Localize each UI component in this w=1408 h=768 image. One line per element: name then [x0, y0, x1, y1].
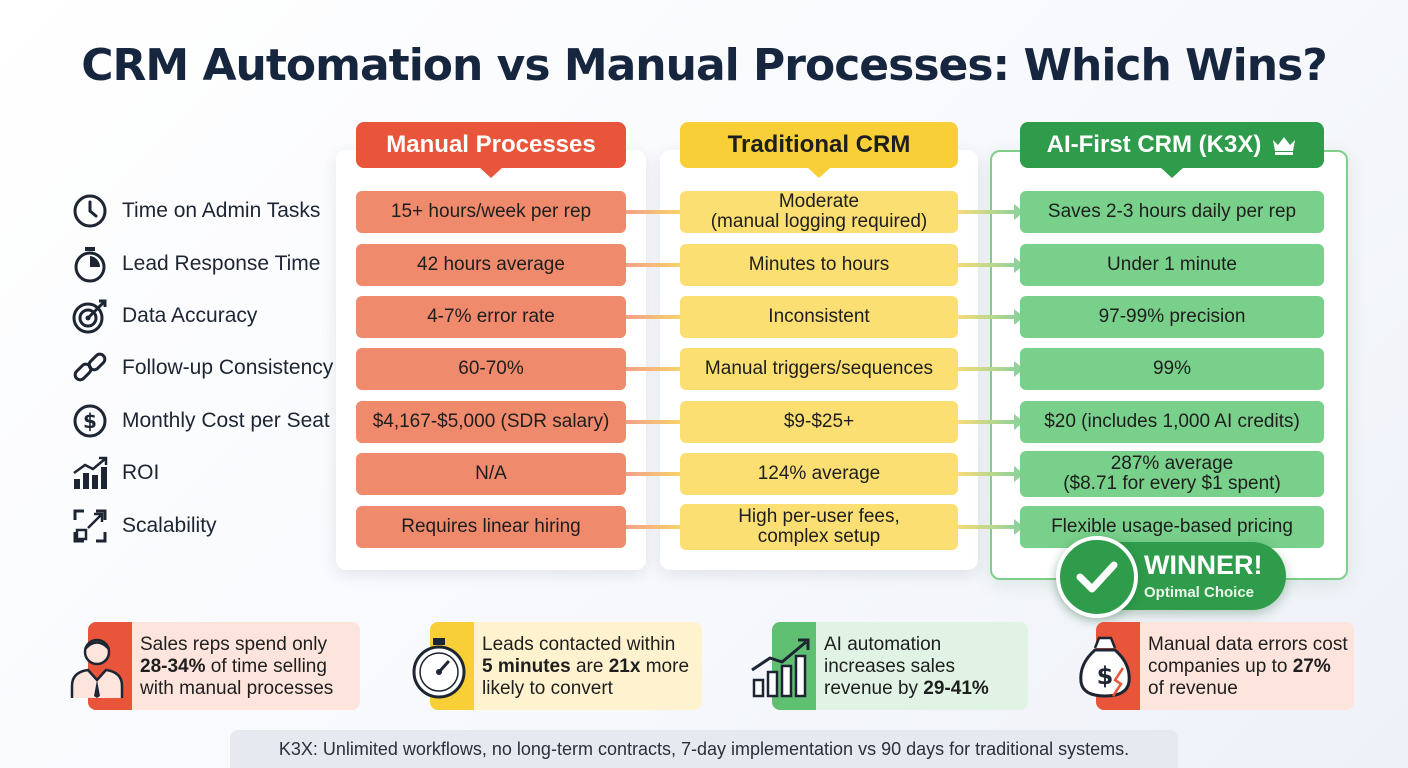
- cell-ai-cost: $20 (includes 1,000 AI credits): [1020, 401, 1324, 443]
- stat-text: Sales reps spend only 28-34% of time sel…: [140, 634, 334, 699]
- ai-column-title: AI-First CRM (K3X): [1046, 131, 1262, 158]
- row-label-text: Data Accuracy: [122, 304, 258, 327]
- winner-subtitle: Optimal Choice: [1144, 584, 1255, 601]
- bar-chart-icon: [70, 453, 110, 493]
- stopwatch-icon: [402, 630, 476, 704]
- stat-text: AI automation increases sales revenue by…: [824, 634, 989, 699]
- cell-manual-lead: 42 hours average: [356, 244, 626, 286]
- cell-traditional-followup: Manual triggers/sequences: [680, 348, 958, 390]
- arrow-connector: [626, 420, 680, 424]
- manual-column-header: Manual Processes: [356, 122, 626, 178]
- arrow-connector: [958, 519, 1024, 535]
- page-title: CRM Automation vs Manual Processes: Whic…: [81, 40, 1328, 91]
- arrow-connector: [626, 315, 680, 319]
- cell-ai-roi: 287% average ($8.71 for every $1 spent): [1020, 451, 1324, 497]
- row-label-monthly-cost: $ Monthly Cost per Seat: [70, 401, 330, 441]
- winner-badge: WINNER! Optimal Choice: [1056, 536, 1286, 618]
- target-icon: [70, 296, 110, 336]
- row-label-roi: ROI: [70, 453, 159, 493]
- arrow-connector: [958, 466, 1024, 482]
- growth-chart-icon: [744, 630, 818, 704]
- row-label-text: ROI: [122, 461, 160, 484]
- row-label-admin-tasks: Time on Admin Tasks: [70, 191, 320, 231]
- stat-text: Leads contacted within 5 minutes are 21x…: [482, 634, 690, 699]
- svg-text:$: $: [83, 409, 97, 433]
- dollar-icon: $: [70, 401, 110, 441]
- cell-manual-accuracy: 4-7% error rate: [356, 296, 626, 338]
- cell-manual-cost: $4,167-$5,000 (SDR salary): [356, 401, 626, 443]
- clock-icon: [70, 191, 110, 231]
- arrow-connector: [958, 361, 1024, 377]
- money-bag-icon: $: [1068, 630, 1142, 704]
- arrow-connector: [958, 309, 1024, 325]
- arrow-connector: [626, 525, 680, 529]
- cell-traditional-admin: Moderate (manual logging required): [680, 191, 958, 233]
- row-label-text: Scalability: [122, 514, 217, 537]
- stat-card-selling-time: Sales reps spend only 28-34% of time sel…: [70, 622, 360, 710]
- row-label-lead-response: Lead Response Time: [70, 244, 320, 284]
- cell-manual-admin: 15+ hours/week per rep: [356, 191, 626, 233]
- row-label-text: Follow-up Consistency: [122, 356, 334, 379]
- cell-ai-scalability: Flexible usage-based pricing: [1020, 506, 1324, 548]
- expand-icon: [70, 506, 110, 546]
- crown-icon: [1271, 134, 1297, 156]
- stopwatch-icon: [70, 244, 110, 284]
- arrow-connector: [626, 472, 680, 476]
- cell-ai-admin: Saves 2-3 hours daily per rep: [1020, 191, 1324, 233]
- cell-traditional-cost: $9-$25+: [680, 401, 958, 443]
- cell-traditional-roi: 124% average: [680, 453, 958, 495]
- checkmark-icon: [1056, 536, 1138, 618]
- winner-title: WINNER!: [1144, 550, 1263, 580]
- person-icon: [60, 630, 134, 704]
- cell-traditional-scalability: High per-user fees, complex setup: [680, 504, 958, 550]
- cell-traditional-accuracy: Inconsistent: [680, 296, 958, 338]
- arrow-connector: [958, 204, 1024, 220]
- stat-text: Manual data errors cost companies up to …: [1148, 634, 1348, 699]
- cell-ai-accuracy: 97-99% precision: [1020, 296, 1324, 338]
- link-icon: [70, 348, 110, 388]
- footer-note: K3X: Unlimited workflows, no long-term c…: [230, 730, 1178, 768]
- manual-column-title: Manual Processes: [386, 131, 596, 158]
- cell-ai-lead: Under 1 minute: [1020, 244, 1324, 286]
- stat-card-data-errors: $ Manual data errors cost companies up t…: [1079, 622, 1354, 710]
- traditional-column-title: Traditional CRM: [727, 131, 911, 158]
- cell-manual-roi: N/A: [356, 453, 626, 495]
- arrow-connector: [958, 257, 1024, 273]
- cell-ai-followup: 99%: [1020, 348, 1324, 390]
- arrow-connector: [626, 210, 680, 214]
- row-label-scalability: Scalability: [70, 506, 217, 546]
- row-label-data-accuracy: Data Accuracy: [70, 296, 257, 336]
- arrow-connector: [958, 414, 1024, 430]
- row-label-text: Monthly Cost per Seat: [122, 409, 330, 432]
- stat-card-revenue-growth: AI automation increases sales revenue by…: [751, 622, 1028, 710]
- cell-manual-scalability: Requires linear hiring: [356, 506, 626, 548]
- ai-column-header: AI-First CRM (K3X): [1020, 122, 1324, 178]
- row-label-follow-up: Follow-up Consistency: [70, 348, 333, 388]
- row-label-text: Lead Response Time: [122, 252, 321, 275]
- cell-manual-followup: 60-70%: [356, 348, 626, 390]
- svg-text:$: $: [1097, 662, 1114, 690]
- stat-accent-bar: [772, 622, 816, 710]
- arrow-connector: [626, 367, 680, 371]
- arrow-connector: [626, 263, 680, 267]
- row-label-text: Time on Admin Tasks: [122, 199, 321, 222]
- stat-card-lead-contact: Leads contacted within 5 minutes are 21x…: [412, 622, 702, 710]
- traditional-column-header: Traditional CRM: [680, 122, 958, 178]
- cell-traditional-lead: Minutes to hours: [680, 244, 958, 286]
